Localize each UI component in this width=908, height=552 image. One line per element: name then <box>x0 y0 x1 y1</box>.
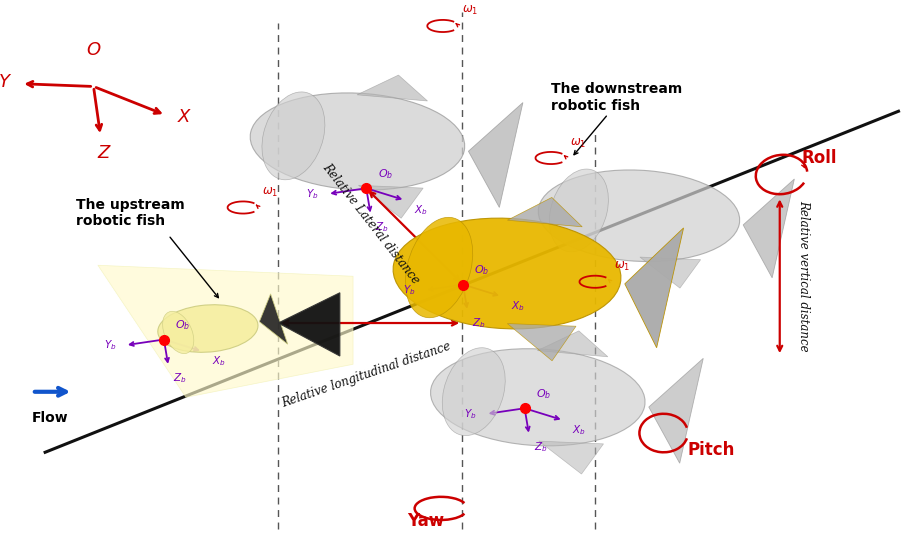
Text: Roll: Roll <box>802 149 837 167</box>
Ellipse shape <box>251 93 465 190</box>
Polygon shape <box>649 358 704 463</box>
Text: Yaw: Yaw <box>407 512 444 530</box>
Ellipse shape <box>538 170 740 262</box>
Text: The downstream
robotic fish: The downstream robotic fish <box>551 82 682 113</box>
Polygon shape <box>508 198 582 227</box>
Ellipse shape <box>430 349 645 446</box>
Text: $O$: $O$ <box>85 41 102 59</box>
Text: $O_b$: $O_b$ <box>378 167 393 181</box>
Text: $Z_b$: $Z_b$ <box>173 371 186 385</box>
Polygon shape <box>260 294 288 344</box>
Polygon shape <box>538 441 604 474</box>
Polygon shape <box>98 266 353 397</box>
Ellipse shape <box>393 218 621 329</box>
Text: $Y_b$: $Y_b$ <box>104 338 116 352</box>
Polygon shape <box>640 257 701 288</box>
Text: $Y_b$: $Y_b$ <box>403 283 415 297</box>
Ellipse shape <box>549 169 608 252</box>
Text: Relative vertical distance: Relative vertical distance <box>797 200 810 352</box>
Ellipse shape <box>158 305 258 352</box>
Polygon shape <box>278 293 340 356</box>
Text: $O_b$: $O_b$ <box>475 263 489 277</box>
Text: $Y_b$: $Y_b$ <box>464 407 477 421</box>
Text: $O_b$: $O_b$ <box>536 387 551 401</box>
Text: $Z$: $Z$ <box>96 144 112 162</box>
Text: Pitch: Pitch <box>687 440 735 459</box>
Polygon shape <box>469 103 523 208</box>
Text: The upstream
robotic fish: The upstream robotic fish <box>76 198 184 228</box>
Text: $Y$: $Y$ <box>0 73 12 91</box>
Text: $X_b$: $X_b$ <box>212 354 225 368</box>
Text: $X$: $X$ <box>177 108 192 126</box>
Text: $Y_b$: $Y_b$ <box>306 187 319 201</box>
Text: $Z_b$: $Z_b$ <box>534 440 548 454</box>
Text: Flow: Flow <box>32 411 69 425</box>
Text: $\omega_1$: $\omega_1$ <box>262 186 279 199</box>
Polygon shape <box>359 185 423 218</box>
Ellipse shape <box>405 217 473 318</box>
Ellipse shape <box>262 92 325 180</box>
Ellipse shape <box>163 311 193 354</box>
Text: $X_b$: $X_b$ <box>510 299 525 313</box>
Text: $\omega_1$: $\omega_1$ <box>615 260 631 273</box>
Polygon shape <box>357 75 428 101</box>
Text: $X_b$: $X_b$ <box>572 423 586 437</box>
Polygon shape <box>743 179 794 278</box>
Text: $O_b$: $O_b$ <box>175 318 191 332</box>
Text: $\omega_1$: $\omega_1$ <box>570 136 587 150</box>
Polygon shape <box>538 331 607 357</box>
Text: $Z_b$: $Z_b$ <box>375 220 389 233</box>
Ellipse shape <box>442 348 505 436</box>
Text: $Z_b$: $Z_b$ <box>472 316 486 330</box>
Text: Relative longitudinal distance: Relative longitudinal distance <box>280 339 452 410</box>
Text: $X_b$: $X_b$ <box>414 203 428 217</box>
Polygon shape <box>508 323 576 361</box>
Text: Relative Lateral distance: Relative Lateral distance <box>320 161 421 287</box>
Polygon shape <box>625 228 684 348</box>
Text: $\omega_1$: $\omega_1$ <box>462 4 479 18</box>
